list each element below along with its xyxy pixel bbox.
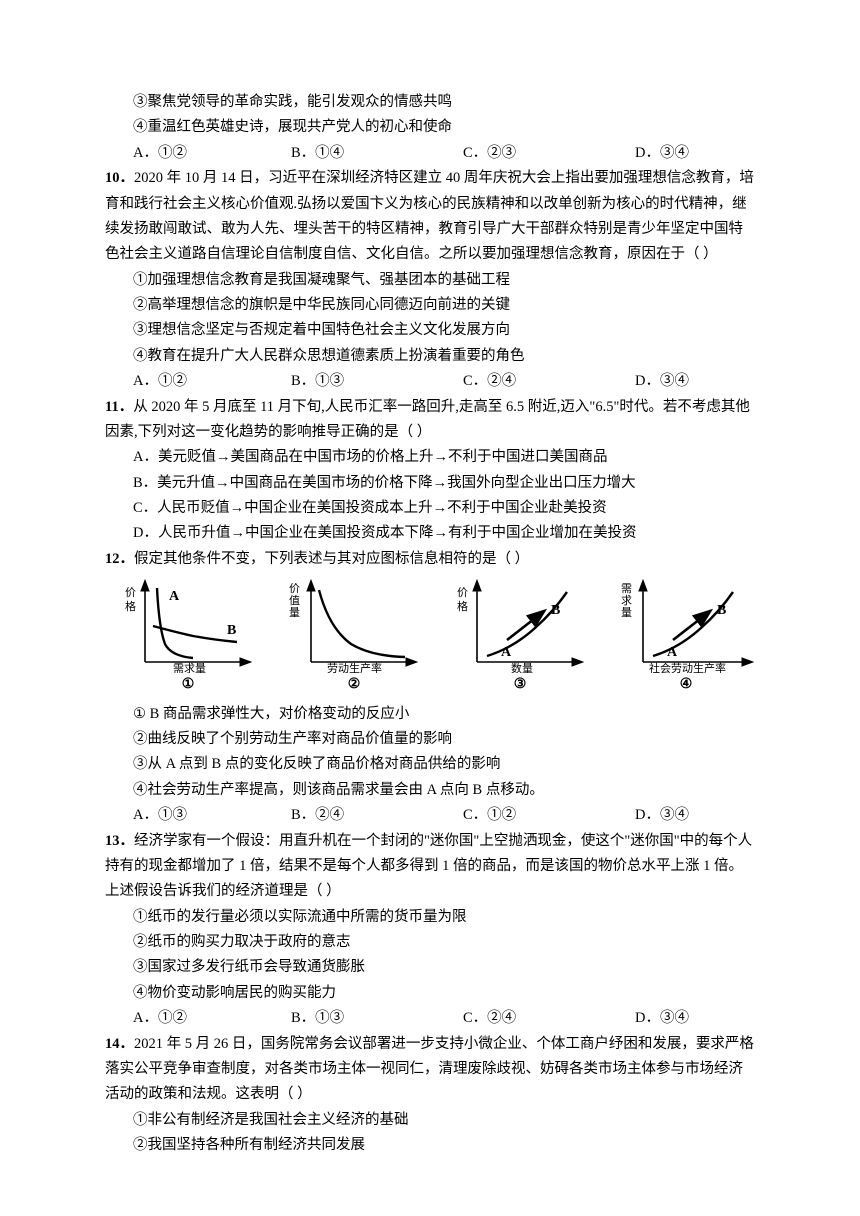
q10-option-b: B．①③ — [291, 369, 463, 394]
q9-option-c: C．②③ — [463, 141, 635, 166]
q13-option-b: B．①③ — [291, 1006, 463, 1031]
q12-chart-2: 价 值 量 劳动生产率 ② — [285, 578, 423, 698]
q12-option-b: B．②④ — [291, 803, 463, 828]
q9-options: A．①② B．①④ C．②③ D．③④ — [105, 141, 755, 166]
q12-chart-3: 价 格 A B 数量 ③ — [451, 578, 589, 698]
chart1-caption: ① — [119, 673, 257, 698]
q12-option-d: D．③④ — [635, 803, 689, 828]
q10-statement-4: ④教育在提升广大人民群众思想道德素质上扮演着重要的角色 — [105, 344, 755, 369]
q13-statement-4: ④物价变动影响居民的购买能力 — [105, 981, 755, 1006]
q10-statement-2: ②高举理想信念的旗帜是中华民族同心同德迈向前进的关键 — [105, 293, 755, 318]
q10-stem-text: 2020 年 10 月 14 日，习近平在深圳经济特区建立 40 周年庆祝大会上… — [105, 170, 754, 262]
q13-options: A．①② B．①③ C．②④ D．③④ — [105, 1006, 755, 1031]
q14-stem-text: 2021 年 5 月 26 日，国务院常务会议部署进一步支持小微企业、个体工商户… — [105, 1036, 754, 1103]
chart2-ylabel-2: 值 — [289, 594, 300, 607]
chart2-ylabel-3: 量 — [289, 606, 300, 619]
q12-option-a: A．①③ — [133, 803, 291, 828]
q10-option-c: C．②④ — [463, 369, 635, 394]
chart1-ylabel-2: 格 — [125, 599, 136, 613]
q12-option-c: C．①② — [463, 803, 635, 828]
q13-statement-2: ②纸币的购买力取决于政府的意志 — [105, 930, 755, 955]
q13-option-d: D．③④ — [635, 1006, 689, 1031]
q12-statement-3: ③从 A 点到 B 点的变化反映了商品价格对商品供给的影响 — [105, 752, 755, 777]
q13-statement-1: ①纸币的发行量必须以实际流通中所需的货币量为限 — [105, 905, 755, 930]
chart4-ylabel-1: 需 — [621, 582, 632, 595]
chart1-label-b: B — [227, 623, 236, 638]
q11-stem: 11．从 2020 年 5 月底至 11 月下旬,人民币汇率一路回升,走高至 6… — [105, 395, 755, 446]
chart3-xlabel: 数量 — [511, 662, 533, 673]
chart2-ylabel-1: 价 — [289, 582, 300, 595]
chart3-caption: ③ — [451, 673, 589, 698]
q10-option-d: D．③④ — [635, 369, 689, 394]
q11-number: 11． — [105, 399, 133, 415]
q14-statement-1: ①非公有制经济是我国社会主义经济的基础 — [105, 1108, 755, 1133]
q13-stem-text: 经济学家有一个假设：用直升机在一个封闭的"迷你国"上空抛洒现金，使这个"迷你国"… — [105, 833, 752, 900]
q12-stem-text: 假定其他条件不变，下列表述与其对应图标信息相符的是（ ） — [134, 551, 529, 567]
q11-option-a: A．美元贬值→美国商品在中国市场的价格上升→不利于中国进口美国商品 — [105, 445, 755, 470]
q10-stem: 10．2020 年 10 月 14 日，习近平在深圳经济特区建立 40 周年庆祝… — [105, 166, 755, 268]
q13-option-c: C．②④ — [463, 1006, 635, 1031]
chart2-xlabel: 劳动生产率 — [327, 661, 382, 673]
q12-statement-1: ① B 商品需求弹性大，对价格变动的反应小 — [105, 702, 755, 727]
q14-statement-2: ②我国坚持各种所有制经济共同发展 — [105, 1133, 755, 1158]
q10-statement-1: ①加强理想信念教育是我国凝魂聚气、强基团本的基础工程 — [105, 268, 755, 293]
q11-option-d: D．人民币升值→中国企业在美国投资成本下降→有利于中国企业增加在美投资 — [105, 521, 755, 546]
q10-options: A．①② B．①③ C．②④ D．③④ — [105, 369, 755, 394]
q11-stem-text: 从 2020 年 5 月底至 11 月下旬,人民币汇率一路回升,走高至 6.5 … — [105, 399, 750, 440]
chart4-label-a: A — [667, 645, 678, 660]
q11-option-c: C．人民币贬值→中国企业在美国投资成本上升→不利于中国企业赴美投资 — [105, 496, 755, 521]
q12-charts-row: 价 格 A B 需求量 ① 价 值 量 劳动生产率 ② 价 — [105, 572, 755, 702]
chart4-caption: ④ — [617, 673, 755, 698]
q12-chart-1: 价 格 A B 需求量 ① — [119, 578, 257, 698]
q9-option-d: D．③④ — [635, 141, 689, 166]
chart4-label-b: B — [717, 603, 726, 618]
q12-stem: 12．假定其他条件不变，下列表述与其对应图标信息相符的是（ ） — [105, 547, 755, 572]
q10-statement-3: ③理想信念坚定与否规定着中国特色社会主义文化发展方向 — [105, 318, 755, 343]
q10-number: 10． — [105, 170, 134, 186]
q9-option-b: B．①④ — [291, 141, 463, 166]
q9-statement-4: ④重温红色英雄史诗，展现共产党人的初心和使命 — [105, 115, 755, 140]
q12-statement-4: ④社会劳动生产率提高，则该商品需求量会由 A 点向 B 点移动。 — [105, 778, 755, 803]
q11-option-b: B．美元升值→中国商品在美国市场的价格下降→我国外向型企业出口压力增大 — [105, 471, 755, 496]
chart4-ylabel-3: 量 — [621, 606, 632, 619]
q12-statement-2: ②曲线反映了个别劳动生产率对商品价值量的影响 — [105, 727, 755, 752]
q9-statement-3: ③聚焦党领导的革命实践，能引发观众的情感共鸣 — [105, 90, 755, 115]
chart1-ylabel-1: 价 — [125, 586, 136, 599]
q12-options: A．①③ B．②④ C．①② D．③④ — [105, 803, 755, 828]
q13-stem: 13．经济学家有一个假设：用直升机在一个封闭的"迷你国"上空抛洒现金，使这个"迷… — [105, 829, 755, 905]
q9-option-a: A．①② — [133, 141, 291, 166]
chart1-label-a: A — [169, 589, 180, 604]
chart4-xlabel: 社会劳动生产率 — [649, 661, 726, 673]
q14-stem: 14．2021 年 5 月 26 日，国务院常务会议部署进一步支持小微企业、个体… — [105, 1032, 755, 1108]
chart3-label-a: A — [501, 645, 512, 660]
q12-number: 12． — [105, 551, 134, 567]
chart3-ylabel-2: 格 — [457, 599, 468, 613]
chart1-xlabel: 需求量 — [173, 662, 206, 673]
q12-chart-4: 需 求 量 A B 社会劳动生产率 ④ — [617, 578, 755, 698]
q10-option-a: A．①② — [133, 369, 291, 394]
q13-statement-3: ③国家过多发行纸币会导致通货膨胀 — [105, 955, 755, 980]
chart3-label-b: B — [551, 603, 560, 618]
chart4-ylabel-2: 求 — [621, 594, 632, 607]
q14-number: 14． — [105, 1036, 134, 1052]
q13-option-a: A．①② — [133, 1006, 291, 1031]
chart3-ylabel-1: 价 — [457, 586, 468, 599]
q13-number: 13． — [105, 833, 134, 849]
chart2-caption: ② — [285, 673, 423, 698]
